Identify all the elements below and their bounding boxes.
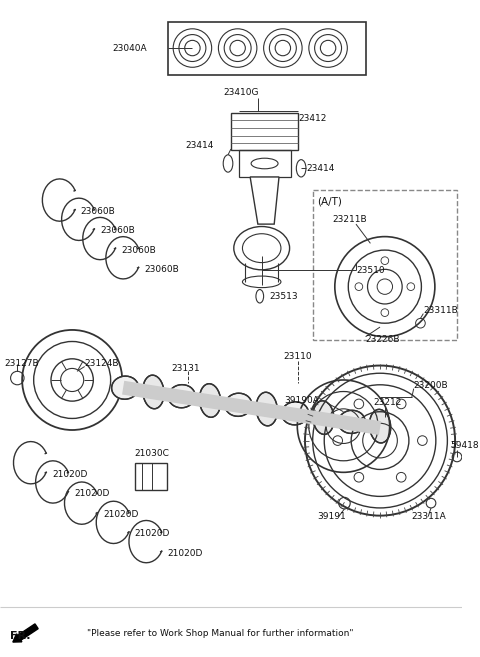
Text: 21020D: 21020D bbox=[103, 510, 138, 519]
Bar bbox=[239, 150, 290, 177]
Text: 23311B: 23311B bbox=[423, 306, 458, 315]
Text: 21020D: 21020D bbox=[135, 530, 170, 538]
Text: (A/T): (A/T) bbox=[317, 196, 342, 206]
Bar bbox=[312, 191, 457, 340]
Ellipse shape bbox=[143, 375, 164, 409]
Bar bbox=[168, 22, 366, 75]
Ellipse shape bbox=[282, 402, 309, 425]
Text: 23060B: 23060B bbox=[81, 207, 116, 216]
Ellipse shape bbox=[112, 376, 139, 399]
Ellipse shape bbox=[313, 401, 334, 434]
Text: 23127B: 23127B bbox=[5, 359, 39, 368]
Text: 21030C: 21030C bbox=[135, 449, 169, 457]
Ellipse shape bbox=[338, 411, 365, 434]
Text: 23414: 23414 bbox=[186, 141, 214, 150]
Text: 23131: 23131 bbox=[171, 364, 200, 373]
Text: 23200B: 23200B bbox=[414, 381, 448, 390]
Text: 23414: 23414 bbox=[306, 164, 335, 173]
Text: 23110: 23110 bbox=[284, 352, 312, 361]
Text: 23513: 23513 bbox=[269, 292, 298, 301]
Polygon shape bbox=[250, 177, 279, 224]
Text: 23040A: 23040A bbox=[113, 43, 147, 53]
Text: 23060B: 23060B bbox=[100, 227, 135, 235]
Text: FR.: FR. bbox=[10, 631, 30, 641]
Ellipse shape bbox=[370, 409, 391, 443]
Text: 21020D: 21020D bbox=[168, 549, 203, 558]
Text: 21020D: 21020D bbox=[52, 470, 87, 479]
Bar bbox=[231, 114, 298, 150]
Text: "Please refer to Work Shop Manual for further information": "Please refer to Work Shop Manual for fu… bbox=[86, 629, 353, 637]
Text: 39191: 39191 bbox=[317, 512, 346, 521]
Ellipse shape bbox=[168, 384, 195, 408]
Ellipse shape bbox=[256, 392, 277, 426]
Text: 23211B: 23211B bbox=[332, 215, 367, 224]
Text: 23510: 23510 bbox=[356, 266, 384, 275]
Text: 21020D: 21020D bbox=[74, 489, 109, 498]
FancyArrow shape bbox=[13, 624, 38, 642]
Bar bbox=[135, 463, 168, 489]
Text: 23410G: 23410G bbox=[223, 88, 259, 97]
Text: 23311A: 23311A bbox=[412, 512, 446, 521]
Text: 23060B: 23060B bbox=[144, 265, 179, 274]
Text: 59418: 59418 bbox=[450, 441, 479, 450]
Text: 23226B: 23226B bbox=[366, 335, 400, 344]
Ellipse shape bbox=[199, 384, 221, 417]
Text: 23412: 23412 bbox=[298, 114, 326, 123]
Ellipse shape bbox=[225, 393, 252, 417]
Text: 39190A: 39190A bbox=[284, 396, 319, 405]
Text: 23124B: 23124B bbox=[84, 359, 119, 368]
Text: 23212: 23212 bbox=[373, 397, 402, 407]
Text: 23060B: 23060B bbox=[121, 246, 156, 255]
